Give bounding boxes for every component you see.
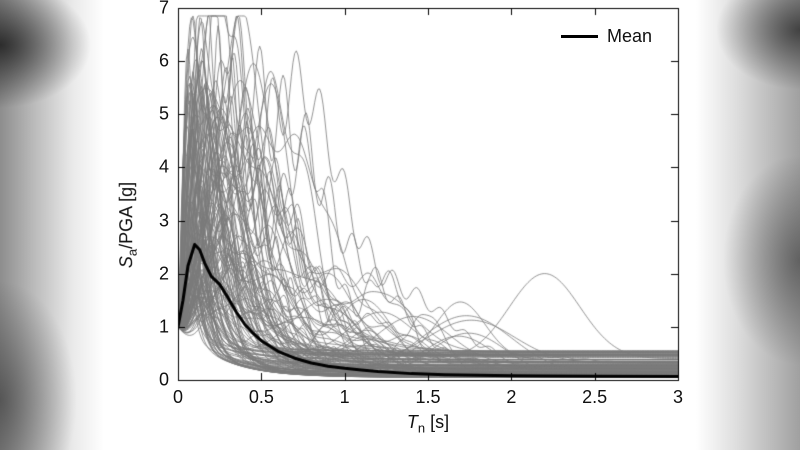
x-tick-label: 1.5 (415, 387, 441, 407)
x-tick-label: 1 (339, 387, 350, 407)
y-tick-label: 0 (158, 369, 169, 390)
x-axis-label-subscript: n (417, 420, 426, 436)
y-axis-label-rest: /PGA [g] (116, 181, 137, 249)
y-tick-label: 1 (158, 316, 169, 337)
y-axis-label: Sa/PGA [g] (116, 182, 140, 268)
x-tick-label: 2 (506, 387, 517, 407)
y-axis-label-subscript: a (124, 248, 140, 257)
x-tick-label: 0.5 (248, 387, 274, 407)
y-tick-label: 7 (158, 0, 169, 18)
y-tick-label: 5 (158, 103, 169, 124)
x-tick-label: 3 (672, 387, 684, 407)
y-tick-label: 2 (158, 263, 169, 284)
y-axis-label-variable: S (116, 256, 137, 269)
x-tick-label: 2.5 (582, 387, 608, 407)
x-axis-label-variable: T (406, 412, 418, 432)
y-tick-label: 3 (158, 210, 169, 231)
mean-line-sample (561, 35, 598, 38)
x-axis-label: Tn [s] (407, 412, 449, 436)
x-axis-label-rest: [s] (425, 412, 450, 432)
legend: Mean (561, 26, 652, 47)
y-tick-label: 6 (158, 50, 169, 71)
legend-label-mean: Mean (607, 26, 653, 46)
x-tick-label: 0 (172, 387, 184, 407)
y-tick-label: 4 (158, 156, 169, 177)
